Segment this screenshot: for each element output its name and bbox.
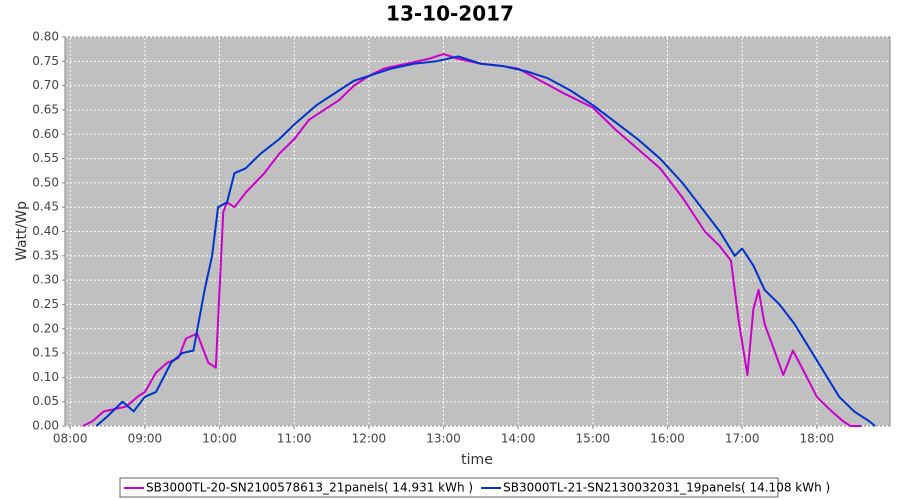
y-tick-label: 0.15 [32,346,59,360]
y-tick-label: 0.05 [32,394,59,408]
y-tick-label: 0.80 [32,30,59,44]
legend [119,477,779,498]
y-axis-label: Watt/Wp [14,201,30,261]
x-tick-label: 10:00 [202,432,237,446]
y-tick-label: 0.50 [32,175,59,189]
x-axis-label: time [461,452,493,468]
x-tick-label: 14:00 [501,432,536,446]
series-line [82,53,862,427]
chart-title: 13-10-2017 [386,2,514,26]
y-tick-label: 0.20 [32,321,59,335]
y-tick-label: 0.25 [32,297,59,311]
x-tick-label: 12:00 [352,432,387,446]
x-tick-label: 15:00 [576,432,611,446]
y-tick-label: 0.35 [32,248,59,262]
y-tick-label: 0.45 [32,200,59,214]
y-tick-label: 0.65 [32,102,59,116]
y-tick-label: 0.55 [32,151,59,165]
x-tick-label: 17:00 [725,432,760,446]
y-tick-label: 0.75 [32,54,59,68]
x-tick-label: 09:00 [128,432,163,446]
series-line [95,55,876,427]
legend-label: SB3000TL-20-SN2100578613_21panels( 14.93… [146,481,473,495]
y-tick-label: 0.00 [32,419,59,433]
y-tick-label: 0.30 [32,273,59,287]
x-tick-label: 13:00 [426,432,461,446]
x-tick-label: 08:00 [53,432,88,446]
x-tick-label: 16:00 [650,432,685,446]
y-tick-label: 0.60 [32,127,59,141]
y-tick-label: 0.10 [32,370,59,384]
x-tick-label: 18:00 [800,432,835,446]
y-tick-label: 0.40 [32,224,59,238]
y-tick-label: 0.70 [32,78,59,92]
legend-label: SB3000TL-21-SN2130032031_19panels( 14.10… [503,481,830,495]
x-tick-label: 11:00 [277,432,312,446]
